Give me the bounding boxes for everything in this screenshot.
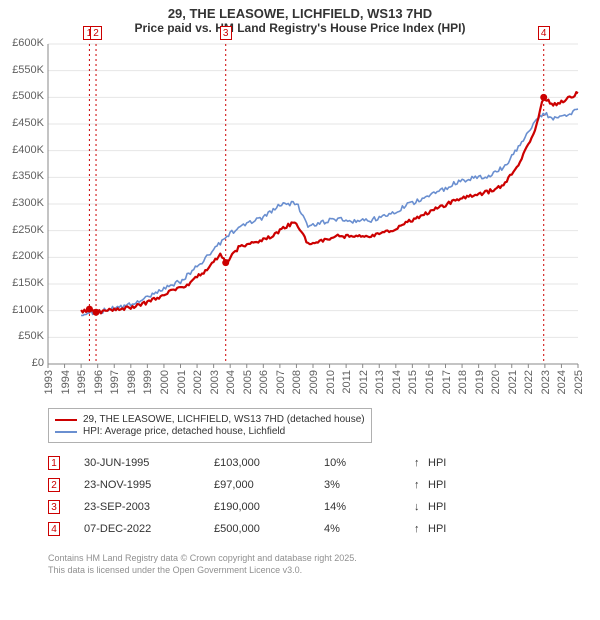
legend-item: 29, THE LEASOWE, LICHFIELD, WS13 7HD (de…: [55, 414, 365, 425]
y-axis-tick-label: £600K: [4, 37, 44, 49]
y-axis-tick-label: £550K: [4, 64, 44, 76]
legend-item: HPI: Average price, detached house, Lich…: [55, 426, 365, 437]
sale-price: £190,000: [214, 501, 324, 513]
x-axis-tick-label: 2015: [407, 370, 419, 394]
sales-table-row: 4 07-DEC-2022£500,0004%↑HPI: [48, 518, 468, 540]
y-axis-tick-label: £450K: [4, 117, 44, 129]
x-axis-tick-label: 2011: [341, 370, 353, 394]
x-axis-tick-label: 1996: [93, 370, 105, 394]
x-axis-tick-label: 1994: [60, 370, 72, 394]
x-axis-tick-label: 2021: [507, 370, 519, 394]
x-axis-tick-label: 2017: [441, 370, 453, 394]
sale-pct: 3%: [324, 479, 414, 491]
x-axis-tick-label: 2009: [308, 370, 320, 394]
x-axis-tick-label: 2010: [325, 370, 337, 394]
x-axis-tick-label: 2022: [523, 370, 535, 394]
x-axis-tick-label: 2012: [358, 370, 370, 394]
sale-date: 23-NOV-1995: [84, 479, 214, 491]
x-axis-tick-label: 2001: [176, 370, 188, 394]
sale-pct: 4%: [324, 523, 414, 535]
sale-price: £97,000: [214, 479, 324, 491]
x-axis-tick-label: 1997: [109, 370, 121, 394]
y-axis-tick-label: £300K: [4, 197, 44, 209]
y-axis-tick-label: £100K: [4, 304, 44, 316]
legend-label: 29, THE LEASOWE, LICHFIELD, WS13 7HD (de…: [83, 414, 365, 425]
x-axis-tick-label: 2003: [209, 370, 221, 394]
x-axis-tick-label: 2016: [424, 370, 436, 394]
x-axis-tick-label: 2008: [291, 370, 303, 394]
footer-line-2: This data is licensed under the Open Gov…: [48, 564, 357, 576]
sales-table-row: 1 30-JUN-1995£103,00010%↑HPI: [48, 452, 468, 474]
y-axis-tick-label: £150K: [4, 277, 44, 289]
sale-date: 07-DEC-2022: [84, 523, 214, 535]
x-axis-tick-label: 1999: [142, 370, 154, 394]
x-axis-tick-label: 2024: [556, 370, 568, 394]
event-marker: 3: [220, 26, 232, 40]
legend-swatch: [55, 431, 77, 433]
y-axis-tick-label: £500K: [4, 90, 44, 102]
x-axis-tick-label: 2018: [457, 370, 469, 394]
event-marker: 4: [538, 26, 550, 40]
page-container: 29, THE LEASOWE, LICHFIELD, WS13 7HD Pri…: [0, 0, 600, 620]
y-axis-tick-label: £50K: [4, 330, 44, 342]
sales-table-row: 2 23-NOV-1995£97,0003%↑HPI: [48, 474, 468, 496]
sale-index: 1: [48, 456, 60, 470]
sale-arrow-icon: ↑: [414, 523, 428, 535]
attribution-footer: Contains HM Land Registry data © Crown c…: [48, 552, 357, 576]
x-axis-tick-label: 2019: [474, 370, 486, 394]
sale-arrow-icon: ↑: [414, 457, 428, 469]
x-axis-tick-label: 2013: [374, 370, 386, 394]
sales-table: 130-JUN-1995£103,00010%↑HPI223-NOV-1995£…: [48, 452, 468, 540]
x-axis-tick-label: 2020: [490, 370, 502, 394]
sale-tag: HPI: [428, 457, 468, 469]
x-axis-tick-label: 1993: [43, 370, 55, 394]
sale-index: 3: [48, 500, 60, 514]
sale-pct: 10%: [324, 457, 414, 469]
x-axis-tick-label: 1995: [76, 370, 88, 394]
sale-pct: 14%: [324, 501, 414, 513]
sale-price: £500,000: [214, 523, 324, 535]
x-axis-tick-label: 2025: [573, 370, 585, 394]
x-axis-tick-label: 2023: [540, 370, 552, 394]
x-axis-tick-label: 1998: [126, 370, 138, 394]
y-axis-tick-label: £0: [4, 357, 44, 369]
x-axis-tick-label: 2006: [258, 370, 270, 394]
sale-price: £103,000: [214, 457, 324, 469]
sale-tag: HPI: [428, 501, 468, 513]
footer-line-1: Contains HM Land Registry data © Crown c…: [48, 552, 357, 564]
sale-date: 23-SEP-2003: [84, 501, 214, 513]
sale-tag: HPI: [428, 523, 468, 535]
chart-legend: 29, THE LEASOWE, LICHFIELD, WS13 7HD (de…: [48, 408, 372, 443]
sale-arrow-icon: ↓: [414, 501, 428, 513]
x-axis-tick-label: 2002: [192, 370, 204, 394]
price-chart: [0, 0, 600, 410]
x-axis-tick-label: 2004: [225, 370, 237, 394]
y-axis-tick-label: £400K: [4, 144, 44, 156]
sale-arrow-icon: ↑: [414, 479, 428, 491]
sale-date: 30-JUN-1995: [84, 457, 214, 469]
x-axis-tick-label: 2000: [159, 370, 171, 394]
sale-index: 2: [48, 478, 60, 492]
y-axis-tick-label: £350K: [4, 170, 44, 182]
legend-label: HPI: Average price, detached house, Lich…: [83, 426, 285, 437]
legend-swatch: [55, 419, 77, 421]
x-axis-tick-label: 2014: [391, 370, 403, 394]
sales-table-row: 3 23-SEP-2003£190,00014%↓HPI: [48, 496, 468, 518]
sale-index: 4: [48, 522, 60, 536]
sale-tag: HPI: [428, 479, 468, 491]
x-axis-tick-label: 2005: [242, 370, 254, 394]
y-axis-tick-label: £200K: [4, 250, 44, 262]
event-marker: 2: [90, 26, 102, 40]
x-axis-tick-label: 2007: [275, 370, 287, 394]
y-axis-tick-label: £250K: [4, 224, 44, 236]
